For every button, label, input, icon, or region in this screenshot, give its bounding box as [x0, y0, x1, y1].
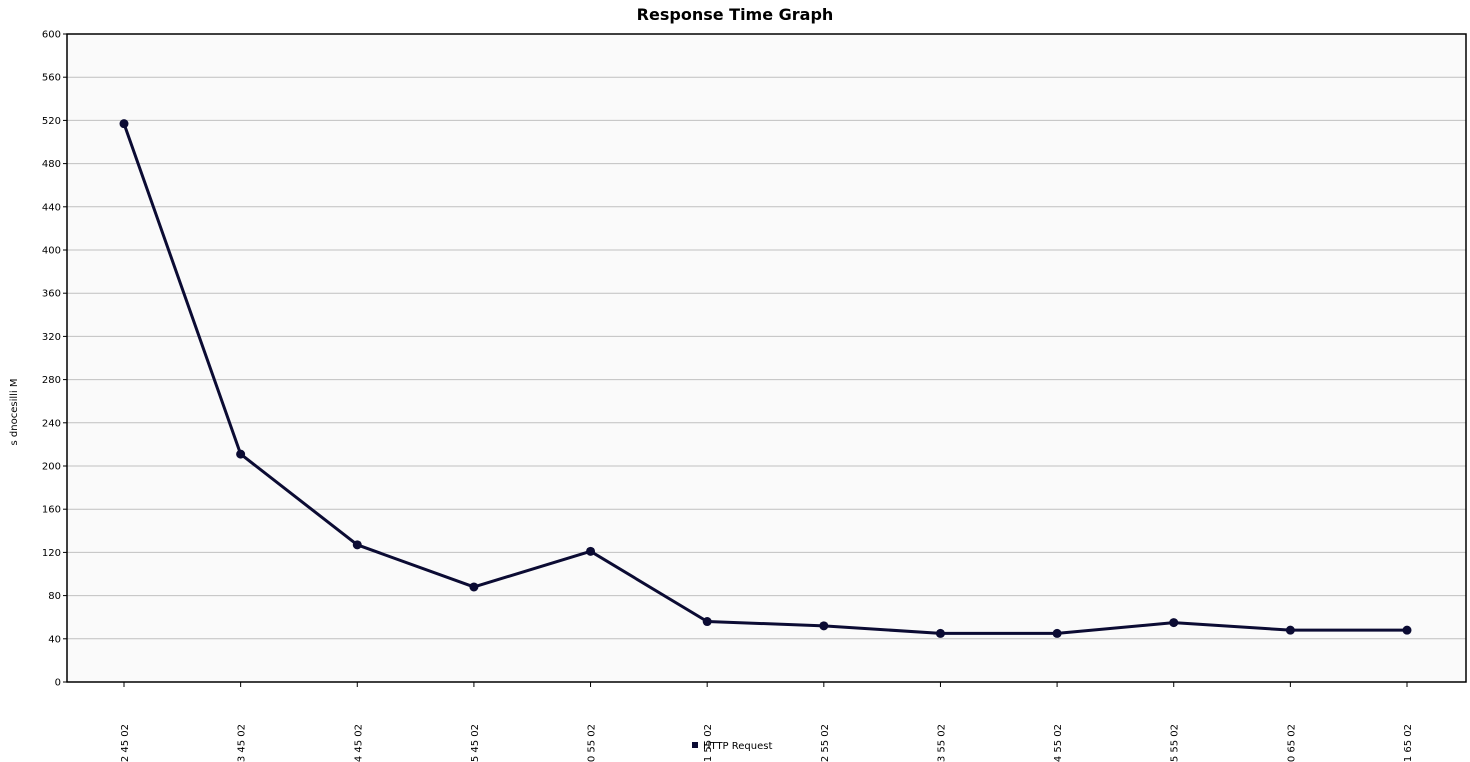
- y-tick-label: 360: [42, 289, 61, 300]
- x-tick-label: 0 55 02: [587, 724, 598, 762]
- y-tick-label: 0: [55, 678, 61, 689]
- series-line: [122, 123, 1407, 635]
- y-tick-label: 320: [42, 332, 61, 343]
- x-tick-label: 5 55 02: [1170, 724, 1181, 762]
- x-tick-label: 1 65 02: [1403, 724, 1414, 762]
- grid-lines: [67, 34, 1466, 682]
- y-axis-label: s dnocesilli M: [9, 379, 20, 446]
- data-point: [236, 449, 246, 459]
- data-point: [119, 119, 129, 129]
- data-point: [352, 540, 362, 550]
- x-tick-label: 0 65 02: [1286, 724, 1297, 762]
- data-point: [1285, 625, 1295, 635]
- y-tick-label: 240: [42, 418, 61, 429]
- data-point: [702, 617, 712, 627]
- legend-swatch: [692, 742, 698, 748]
- y-axis-ticks: 0 40 80 120 160 200 240 280 320 360 400 440 480 520 56…: [42, 30, 67, 689]
- y-tick-label: 40: [48, 634, 61, 645]
- data-point: [819, 621, 829, 631]
- data-point: [935, 628, 945, 638]
- x-tick-label: 2 45 02: [120, 724, 131, 762]
- y-tick-label: 80: [48, 591, 61, 602]
- x-tick-label: 4 45 02: [353, 724, 364, 762]
- x-tick-label: 3 55 02: [936, 724, 947, 762]
- x-tick-label: 2 55 02: [820, 724, 831, 762]
- y-tick-label: 120: [42, 548, 61, 559]
- plot-background: [67, 34, 1466, 682]
- data-point: [586, 546, 596, 556]
- x-tick-label: 5 45 02: [470, 724, 481, 762]
- data-point: [1402, 625, 1412, 635]
- legend: HTTP Request: [692, 741, 772, 752]
- x-axis-ticks: 2 45 02 3 45 02 4 45 02 5 45 02 0 55 02 1 55 …: [120, 682, 1414, 762]
- chart-title: Response Time Graph: [637, 5, 834, 24]
- y-tick-label: 200: [42, 462, 61, 473]
- legend-label: HTTP Request: [703, 741, 772, 752]
- y-tick-label: 600: [42, 30, 61, 41]
- data-point: [1169, 618, 1179, 628]
- series-points: [119, 119, 1412, 638]
- data-point: [469, 582, 479, 592]
- x-tick-label: 4 55 02: [1053, 724, 1064, 762]
- y-tick-label: 160: [42, 505, 61, 516]
- y-tick-label: 280: [42, 375, 61, 386]
- y-tick-label: 520: [42, 116, 61, 127]
- x-tick-label: 1 55 02: [703, 724, 714, 762]
- plot-border: [66, 33, 1467, 683]
- data-point: [1052, 628, 1062, 638]
- plot-frame: [66, 33, 1467, 683]
- y-tick-label: 480: [42, 159, 61, 170]
- series-lines: [122, 123, 1407, 635]
- y-tick-label: 440: [42, 202, 61, 213]
- y-tick-label: 560: [42, 73, 61, 84]
- y-tick-label: 400: [42, 246, 61, 257]
- x-tick-label: 3 45 02: [237, 724, 248, 762]
